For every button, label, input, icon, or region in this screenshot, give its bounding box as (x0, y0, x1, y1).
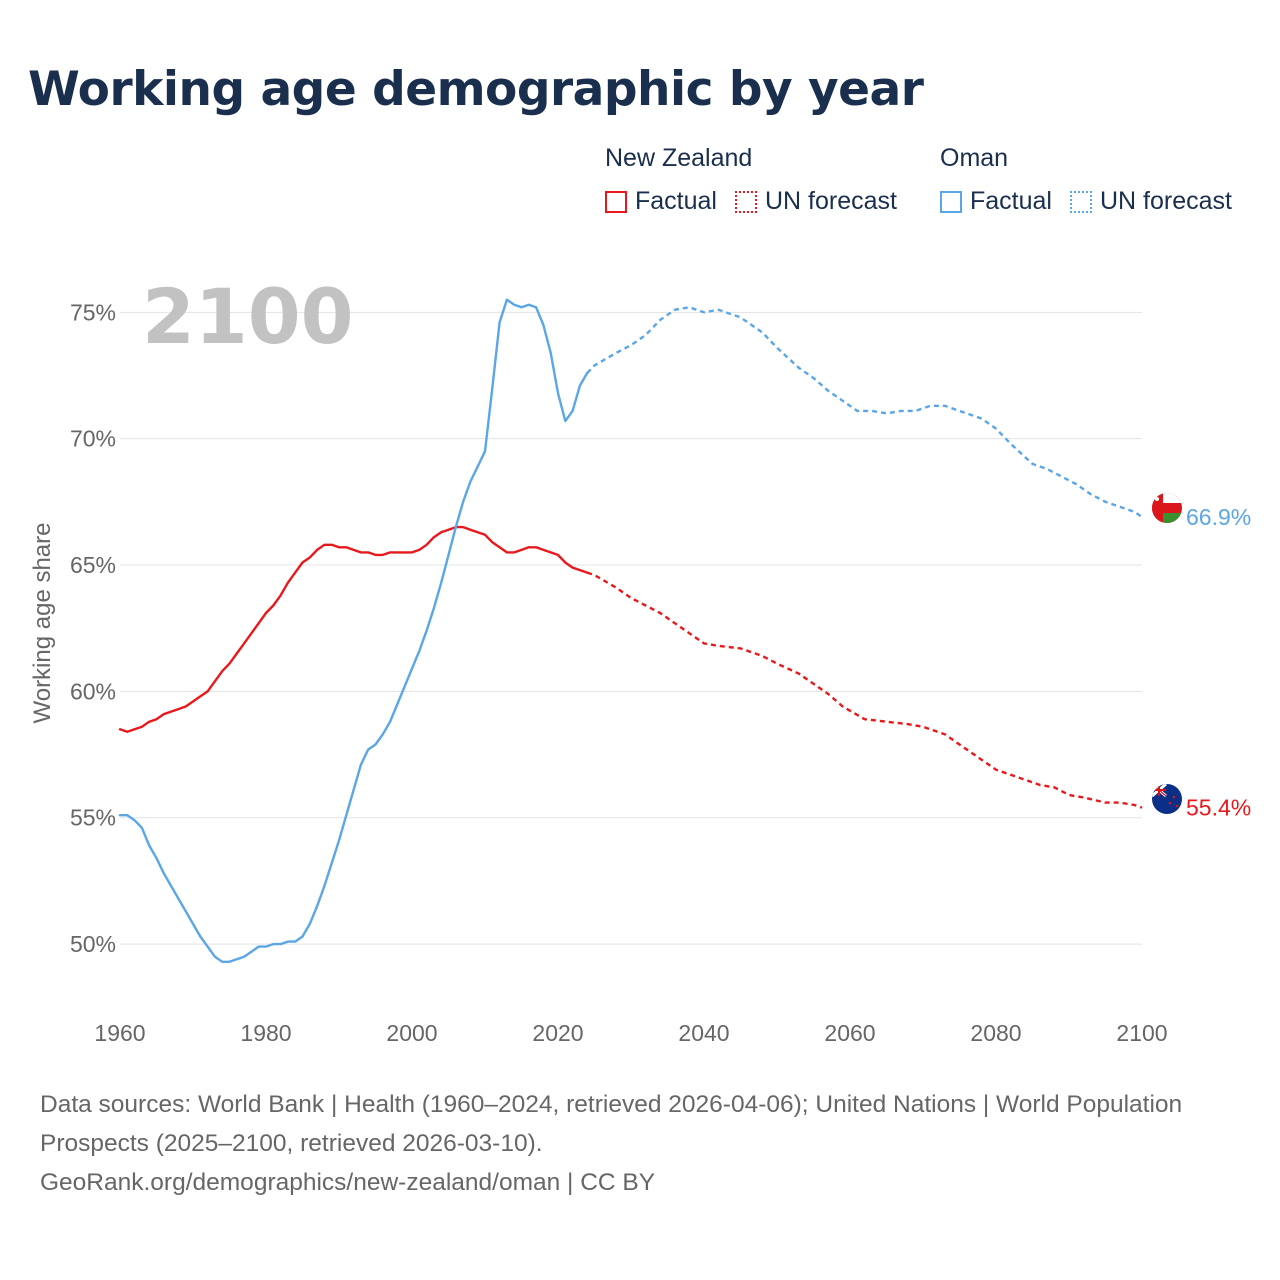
y-axis-title: Working age share (29, 523, 56, 724)
year-watermark: 2100 (142, 272, 354, 361)
footer: Data sources: World Bank | Health (1960–… (40, 1085, 1220, 1202)
series: 55.4% 66.9% (118, 298, 1251, 963)
x-tick-label: 2000 (386, 1020, 437, 1046)
oman-flag-icon (1152, 493, 1182, 523)
y-tick-label: 60% (70, 678, 116, 704)
legend-swatch-dotted (734, 190, 757, 213)
x-tick-label: 2060 (824, 1020, 875, 1046)
x-tick-label: 2020 (532, 1020, 583, 1046)
series-line-new-zealand-factual[interactable] (118, 525, 589, 733)
y-tick-label: 55% (70, 805, 116, 831)
x-tick-label: 2100 (1116, 1020, 1167, 1046)
end-value-label-new-zealand: 55.4% (1186, 795, 1251, 821)
credit-link[interactable]: GeoRank.org/demographics/new-zealand/oma… (40, 1169, 656, 1196)
y-tick-label: 75% (70, 299, 116, 325)
line-chart: 50% 55% 60% 65% 70% 75% 1960 1980 2000 2020 2040 2… (29, 272, 1251, 1046)
legend-group-name: Oman (940, 144, 1009, 172)
y-axis: 50% 55% 60% 65% 70% 75% (70, 299, 116, 957)
legend-swatch-solid (940, 190, 962, 213)
legend-swatch-solid (605, 190, 627, 213)
legend-item-new-zealand-forecast[interactable]: UN forecast (734, 187, 897, 216)
x-tick-label: 2080 (970, 1020, 1021, 1046)
series-line-oman-forecast[interactable] (586, 306, 1143, 518)
legend-group-oman: Oman Factual UN forecast (940, 144, 1250, 216)
x-tick-label: 2040 (678, 1020, 729, 1046)
legend-swatch-dotted (1069, 190, 1092, 213)
data-sources-note: Data sources: World Bank | Health (1960–… (40, 1091, 1183, 1157)
legend-label: Factual (635, 187, 717, 215)
legend-group-name: New Zealand (605, 144, 753, 172)
legend-label: UN forecast (1099, 187, 1232, 215)
y-tick-label: 65% (70, 552, 116, 578)
legend-item-new-zealand-factual[interactable]: Factual (605, 187, 717, 216)
legend-item-oman-forecast[interactable]: UN forecast (1069, 187, 1232, 216)
legend-item-oman-factual[interactable]: Factual (940, 187, 1052, 216)
chart-title: Working age demographic by year (28, 62, 924, 117)
new-zealand-flag-icon (1152, 784, 1182, 814)
series-line-oman-factual[interactable] (118, 298, 589, 963)
y-tick-label: 50% (70, 931, 116, 957)
series-line-new-zealand-forecast[interactable] (586, 571, 1143, 809)
legend-group-new-zealand: New Zealand Factual UN forecast (605, 144, 915, 216)
end-value-label-oman: 66.9% (1186, 504, 1251, 530)
x-tick-label: 1980 (240, 1020, 291, 1046)
legend-label: UN forecast (764, 187, 897, 215)
x-tick-label: 1960 (94, 1020, 145, 1046)
gridlines (120, 311, 1142, 945)
x-axis: 1960 1980 2000 2020 2040 2060 2080 2100 (94, 1020, 1167, 1046)
legend-label: Factual (970, 187, 1052, 215)
y-tick-label: 70% (70, 426, 116, 452)
